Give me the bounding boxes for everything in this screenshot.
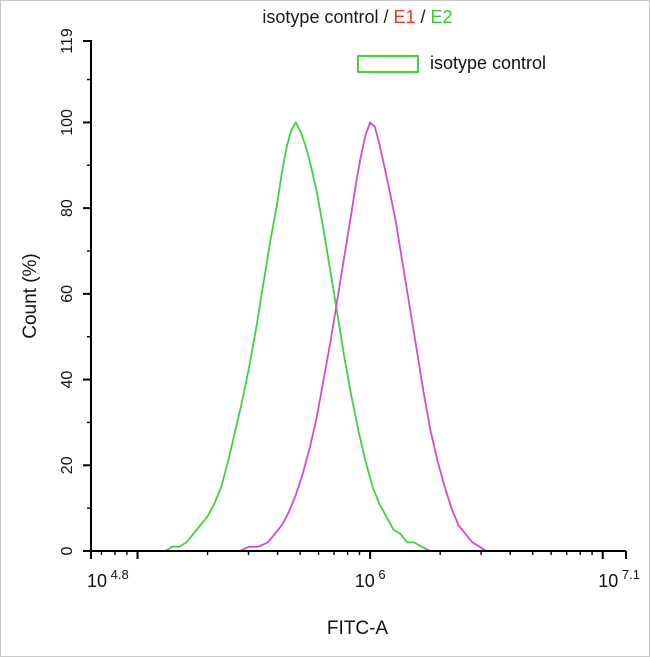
legend: isotype control <box>357 53 546 74</box>
y-axis-label: Count (%) <box>20 253 41 339</box>
y-tick-label: 80 <box>59 199 76 217</box>
y-tick-label: 100 <box>59 109 76 136</box>
chart-title-part: E1 <box>393 7 416 27</box>
x-tick-label: 10 7.1 <box>598 567 640 591</box>
x-tick-label: 10 6 <box>355 567 386 591</box>
legend-label: isotype control <box>430 53 547 73</box>
y-tick-label: 20 <box>59 456 76 474</box>
y-tick-label: 40 <box>59 371 76 389</box>
curve-isotype-control <box>155 121 441 552</box>
x-tick-label: 10 4.8 <box>87 567 129 591</box>
y-tick-label: 60 <box>59 285 76 303</box>
legend-swatch <box>357 54 419 73</box>
x-axis-label: FITC-A <box>326 618 389 639</box>
chart-title-part: isotype control / <box>262 7 394 27</box>
curve-e1 <box>238 121 497 552</box>
y-tick-label: 119 <box>59 28 76 54</box>
chart-title-part: / <box>415 7 431 27</box>
chart-title-part: E2 <box>430 7 453 27</box>
chart-title: isotype control / E1 / E2 <box>91 7 624 28</box>
y-tick-label: 0 <box>59 546 76 555</box>
